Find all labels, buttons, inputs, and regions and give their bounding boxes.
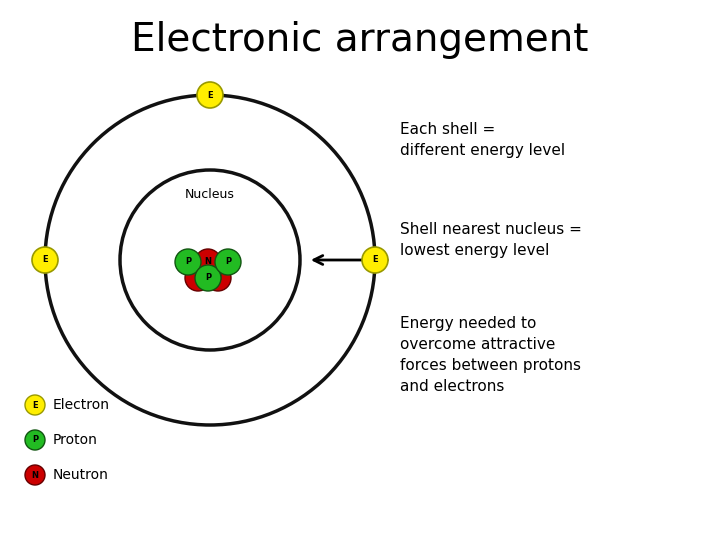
Circle shape: [32, 247, 58, 273]
Text: Energy needed to
overcome attractive
forces between protons
and electrons: Energy needed to overcome attractive for…: [400, 316, 581, 394]
Text: Proton: Proton: [53, 433, 98, 447]
Text: E: E: [32, 401, 38, 409]
Circle shape: [25, 430, 45, 450]
Circle shape: [195, 265, 221, 291]
Circle shape: [215, 249, 241, 275]
Text: N: N: [215, 273, 222, 282]
Circle shape: [175, 249, 201, 275]
Text: N: N: [32, 470, 38, 480]
Circle shape: [185, 265, 211, 291]
Circle shape: [197, 82, 223, 108]
Text: Shell nearest nucleus =
lowest energy level: Shell nearest nucleus = lowest energy le…: [400, 222, 582, 258]
Text: E: E: [42, 255, 48, 265]
Circle shape: [205, 265, 231, 291]
Text: N: N: [194, 273, 202, 282]
Text: P: P: [185, 258, 191, 267]
Circle shape: [195, 249, 221, 275]
Text: P: P: [32, 435, 38, 444]
Text: Electronic arrangement: Electronic arrangement: [131, 21, 589, 59]
Circle shape: [25, 465, 45, 485]
Text: Each shell =
different energy level: Each shell = different energy level: [400, 122, 565, 158]
Text: Electron: Electron: [53, 398, 110, 412]
Text: Neutron: Neutron: [53, 468, 109, 482]
Text: E: E: [207, 91, 213, 99]
Text: N: N: [204, 258, 212, 267]
Text: P: P: [225, 258, 231, 267]
Text: Nucleus: Nucleus: [185, 188, 235, 201]
Text: P: P: [205, 273, 211, 282]
Text: E: E: [372, 255, 378, 265]
Circle shape: [362, 247, 388, 273]
Circle shape: [25, 395, 45, 415]
